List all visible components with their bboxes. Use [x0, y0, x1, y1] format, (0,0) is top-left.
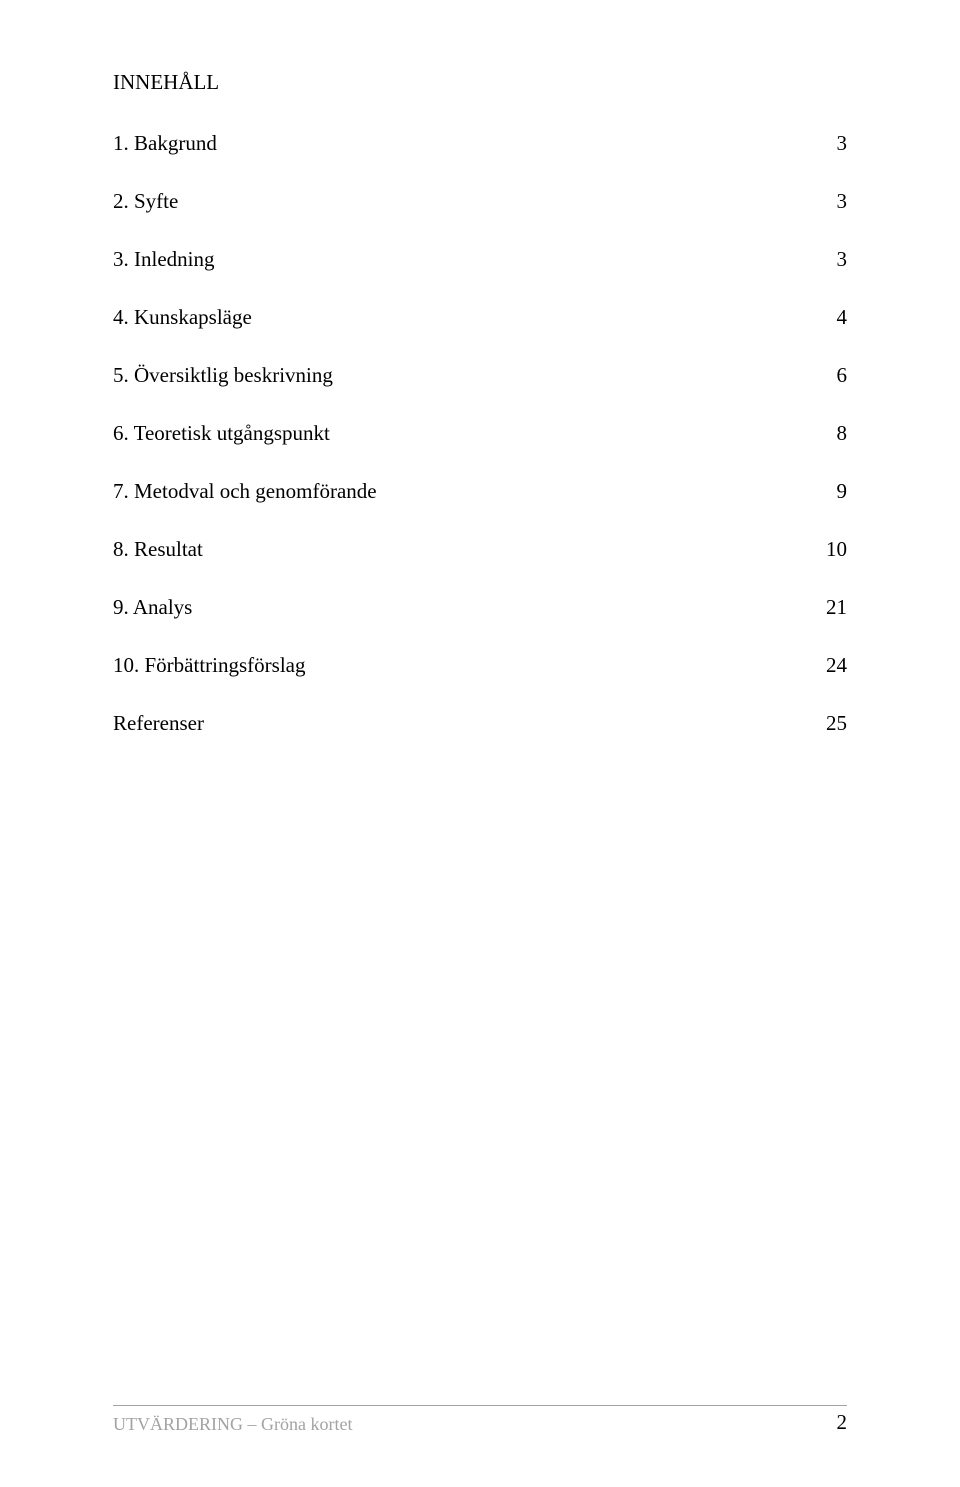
- toc-entry-page: 4: [837, 307, 848, 328]
- toc-entry-label: 7. Metodval och genomförande: [113, 481, 377, 502]
- toc-row: 4. Kunskapsläge 4: [113, 307, 847, 328]
- page-content: INNEHÅLL 1. Bakgrund32. Syfte33. Inledni…: [0, 0, 960, 734]
- toc-entry-label: 6. Teoretisk utgångspunkt: [113, 423, 330, 444]
- toc-entry-label: 9. Analys: [113, 597, 192, 618]
- table-of-contents: 1. Bakgrund 3 2. Syfte 3 3. Inledning 3 4. Kun…: [113, 133, 847, 734]
- toc-entry-page: 25: [826, 713, 847, 734]
- page-footer: UTVÄRDERING – Gröna kortet 2: [113, 1405, 847, 1435]
- toc-row: 6. Teoretisk utgångspunkt 8: [113, 423, 847, 444]
- toc-entry-page: 24: [826, 655, 847, 676]
- toc-entry-label: 8. Resultat: [113, 539, 203, 560]
- toc-row: Referenser 25: [113, 713, 847, 734]
- toc-entry-page: 10: [826, 539, 847, 560]
- toc-row: 9. Analys 21: [113, 597, 847, 618]
- toc-row: 3. Inledning 3: [113, 249, 847, 270]
- toc-entry-page: 21: [826, 597, 847, 618]
- toc-entry-page: 6: [837, 365, 848, 386]
- toc-row: 2. Syfte 3: [113, 191, 847, 212]
- footer-title: UTVÄRDERING – Gröna kortet: [113, 1414, 352, 1435]
- toc-row: 1. Bakgrund 3: [113, 133, 847, 154]
- toc-entry-page: 3: [837, 191, 848, 212]
- toc-entry-label: 1. Bakgrund: [113, 133, 217, 154]
- toc-row: 8. Resultat 10: [113, 539, 847, 560]
- toc-entry-label: 2. Syfte: [113, 191, 178, 212]
- toc-row: 7. Metodval och genomförande 9: [113, 481, 847, 502]
- toc-entry-label: 10. Förbättringsförslag: [113, 655, 305, 676]
- toc-entry-page: 9: [837, 481, 848, 502]
- toc-entry-label: 4. Kunskapsläge: [113, 307, 252, 328]
- footer-page-number: 2: [837, 1410, 848, 1435]
- toc-entry-page: 3: [837, 249, 848, 270]
- toc-entry-label: 5. Översiktlig beskrivning: [113, 365, 333, 386]
- toc-row: 10. Förbättringsförslag 24: [113, 655, 847, 676]
- toc-entry-page: 8: [837, 423, 848, 444]
- toc-heading: INNEHÅLL: [113, 70, 847, 95]
- toc-entry-label: Referenser: [113, 713, 204, 734]
- toc-entry-page: 3: [837, 133, 848, 154]
- toc-row: 5. Översiktlig beskrivning 6: [113, 365, 847, 386]
- toc-entry-label: 3. Inledning: [113, 249, 214, 270]
